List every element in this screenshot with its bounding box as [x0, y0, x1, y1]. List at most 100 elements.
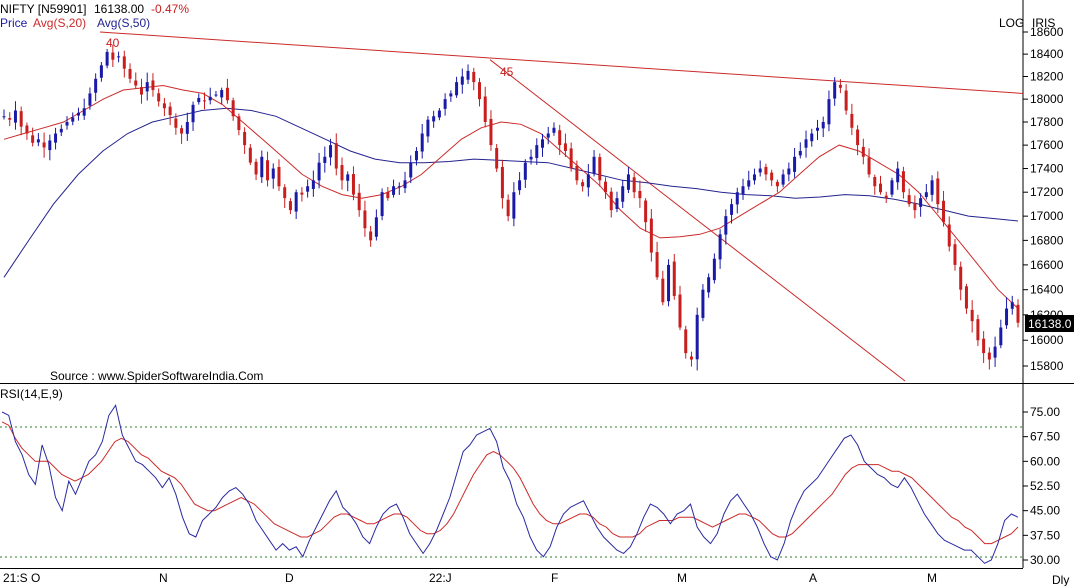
candle-body — [157, 93, 161, 102]
candle-body — [500, 166, 504, 199]
candle-body — [271, 168, 275, 179]
rsi-signal-line — [1, 421, 1019, 545]
candle-body — [420, 133, 424, 152]
candle-body — [369, 231, 373, 241]
last-price-badge-text: 16138.0 — [1028, 317, 1072, 331]
candle-body — [604, 181, 608, 193]
candle-body — [414, 150, 418, 161]
candle-body — [919, 198, 923, 207]
price-tick-label: 16600 — [1030, 258, 1064, 272]
candle-body — [558, 130, 562, 146]
candle-body — [2, 116, 6, 118]
candle-body — [214, 94, 218, 96]
candle-body — [930, 180, 934, 195]
candle-body — [122, 56, 126, 69]
candle-body — [764, 166, 768, 175]
time-label-dec: D — [285, 571, 294, 585]
candle-body — [472, 71, 476, 83]
candle-body — [546, 133, 550, 138]
candle-body — [54, 133, 58, 143]
candle-body — [36, 139, 40, 143]
last-price-label: 16138.00 — [94, 2, 144, 16]
candle-body — [844, 90, 848, 111]
candle-body — [82, 108, 86, 116]
trendline-upper — [99, 31, 1024, 94]
rsi-tick-label: 67.50 — [1030, 430, 1060, 444]
price-tick-label: 18600 — [1030, 25, 1064, 39]
candle-body — [357, 192, 361, 211]
candle-body — [432, 116, 436, 122]
candle-body — [1005, 308, 1009, 326]
candle-body — [151, 80, 155, 91]
scale-mode-label[interactable]: LOG — [999, 16, 1024, 30]
avg20-path — [3, 84, 1019, 309]
candle-body — [563, 143, 567, 151]
candle-body — [707, 277, 711, 293]
candle-body — [724, 216, 728, 235]
candle-body — [59, 128, 63, 133]
candle-body — [896, 168, 900, 183]
candle-body — [397, 186, 401, 188]
candle-body — [701, 289, 705, 318]
candle-body — [506, 199, 510, 217]
price-tick-label: 18400 — [1030, 47, 1064, 61]
candle-body — [306, 186, 310, 192]
time-label-apr: A — [809, 571, 817, 585]
price-tick-label: 17200 — [1030, 185, 1064, 199]
candle-body — [987, 352, 991, 360]
time-label-feb: F — [551, 571, 558, 585]
candle-body — [947, 224, 951, 247]
candle-body — [901, 171, 905, 193]
candle-body — [1010, 302, 1014, 309]
candle-body — [311, 180, 315, 189]
candle-body — [426, 119, 430, 137]
candle-body — [787, 168, 791, 175]
price-tick-label: 16400 — [1030, 283, 1064, 297]
period-label[interactable]: Dly — [1052, 573, 1069, 586]
candle-body — [243, 131, 247, 146]
price-axis: 18600 18400 18200 18000 17800 17600 17400 17200… — [1023, 25, 1064, 373]
annotation-40: 40 — [106, 36, 120, 50]
candle-body — [76, 112, 80, 116]
time-label-may: M — [927, 571, 937, 585]
candle-body — [489, 118, 493, 146]
candle-body — [581, 182, 585, 187]
candle-body — [810, 133, 814, 142]
rsi-line — [1, 404, 1019, 564]
candle-body — [518, 180, 522, 191]
candle-body — [678, 294, 682, 328]
candle-body — [655, 252, 659, 278]
candle-body — [31, 135, 35, 143]
time-label-sep-oct: 21:S O — [3, 571, 40, 585]
candle-body — [225, 87, 229, 101]
time-label-mar: M — [677, 571, 687, 585]
candle-body — [25, 125, 29, 134]
candle-body — [569, 148, 573, 169]
candle-body — [512, 192, 516, 219]
candle-body — [982, 338, 986, 354]
candle-body — [48, 140, 52, 151]
candle-body — [804, 139, 808, 148]
candle-body — [575, 165, 579, 181]
candle-body — [88, 93, 92, 106]
candle-body — [781, 174, 785, 185]
avg50-path — [3, 107, 1019, 278]
candle-body — [237, 116, 241, 131]
candle-body — [827, 99, 831, 125]
candle-body — [94, 78, 98, 93]
candle-body — [684, 329, 688, 354]
candle-body — [266, 160, 270, 181]
candle-body — [294, 192, 298, 212]
candle-body — [913, 203, 917, 211]
price-tick-label: 16000 — [1030, 333, 1064, 347]
candle-body — [815, 127, 819, 131]
candle-body — [598, 157, 602, 181]
candle-body — [959, 266, 963, 290]
candle-body — [392, 186, 396, 195]
candle-body — [970, 309, 974, 322]
change-label: -0.47% — [151, 2, 189, 16]
scale-mode2-label[interactable]: IRIS — [1032, 16, 1055, 30]
candle-body — [833, 82, 837, 99]
candle-body — [317, 162, 321, 181]
